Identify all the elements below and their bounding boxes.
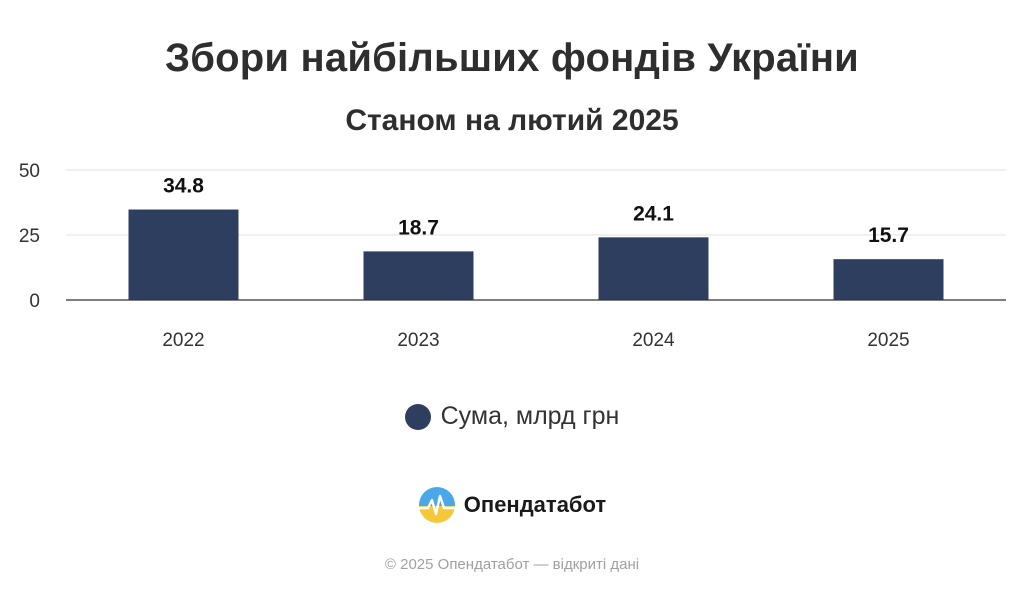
x-tick-label: 2025: [867, 330, 909, 351]
footer-credit: © 2025 Опендатабот — відкриті дані: [384, 556, 640, 573]
data-label: 15.7: [868, 224, 909, 247]
bar: [128, 209, 239, 300]
x-tick-label: 2023: [397, 330, 439, 351]
chart-subtitle: Станом на лютий 2025: [345, 104, 679, 137]
legend-label: Сума, млрд грн: [440, 402, 620, 430]
data-label: 24.1: [633, 202, 674, 225]
data-label: 34.8: [163, 175, 204, 198]
x-tick-label: 2022: [162, 330, 204, 351]
x-tick-label: 2024: [632, 330, 675, 351]
y-tick-label: 25: [19, 226, 40, 247]
data-label: 18.7: [398, 216, 439, 239]
y-tick-label: 50: [19, 161, 40, 182]
y-tick-label: 0: [29, 291, 40, 312]
chart-legend: Сума, млрд грн: [0, 402, 1024, 431]
bar: [363, 251, 474, 300]
brand-name: Опендатабот: [463, 492, 607, 517]
chart-title: Збори найбільших фондів України: [165, 36, 859, 80]
bar: [598, 237, 709, 300]
legend-swatch: [404, 403, 431, 430]
bar-chart: 0 25 50 34.8 2022 18.7 2023 24.1 2024 15.7 2025: [19, 161, 1006, 351]
bar: [833, 259, 944, 300]
opendatabot-logo-icon: [418, 487, 455, 523]
brand: Опендатабот: [0, 486, 1024, 524]
